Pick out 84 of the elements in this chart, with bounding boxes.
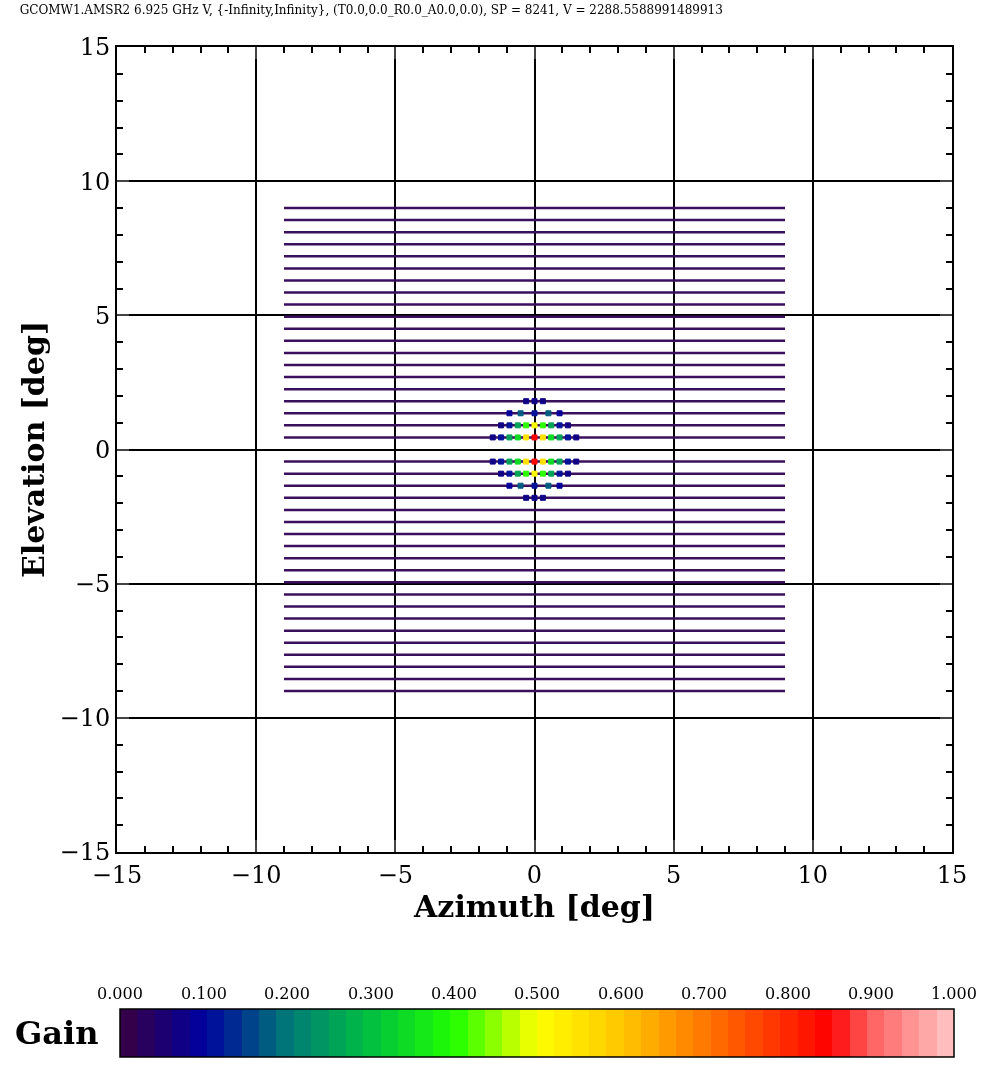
point [506,434,513,441]
x-axis-title: Azimuth [deg] [413,888,655,924]
point [498,470,505,477]
point [531,422,538,429]
color-bar-label: 0.400 [431,984,477,1003]
point [556,458,563,465]
point [539,458,546,465]
point [531,434,538,441]
point [545,482,552,489]
point [556,482,563,489]
point [514,434,521,441]
point [573,434,580,441]
point [545,410,552,417]
point [539,434,546,441]
point [489,434,496,441]
point [556,422,563,429]
y-tick-label: −5 [74,570,111,599]
point [506,482,513,489]
color-bar-label: 0.000 [97,984,143,1003]
point [539,398,546,405]
point [514,470,521,477]
point [539,470,546,477]
point [489,458,496,465]
point [564,458,571,465]
chart-title: GCOMW1.AMSR2 6.925 GHz V, {-Infinity,Infinity}, (T0.0,0.0_R0.0_A0.0,0.0), SP = 8241, V = 2288.5588991489913 [19,2,723,17]
point [523,398,530,405]
x-tick-label: 0 [526,860,543,889]
point [548,434,555,441]
point [523,470,530,477]
point [506,422,513,429]
y-tick-label: 5 [94,301,111,330]
color-bar-label: 0.600 [598,984,644,1003]
point [531,470,538,477]
point [539,422,546,429]
point [564,434,571,441]
y-axis-title: Elevation [deg] [16,320,52,579]
point [523,494,530,501]
point [556,410,563,417]
point [564,470,571,477]
x-tick-label: 10 [797,860,829,889]
color-bar-title: Gain [15,1014,99,1052]
point [548,422,555,429]
point [514,458,521,465]
point [506,458,513,465]
y-tick-label: 0 [94,435,111,464]
y-tick-label: −15 [59,838,111,867]
color-bar-label: 0.900 [848,984,894,1003]
point [517,482,524,489]
point [531,482,538,489]
point [539,494,546,501]
y-tick-label: 15 [79,33,111,62]
y-tick-label: 10 [79,167,111,196]
point [573,458,580,465]
point [548,458,555,465]
x-tick-label: −10 [230,860,282,889]
x-tick-label: 5 [666,860,682,889]
point [531,458,538,465]
point [531,410,538,417]
point [506,470,513,477]
point [523,422,530,429]
point [498,458,505,465]
point [564,422,571,429]
point [523,458,530,465]
point [517,410,524,417]
color-bar-label: 0.800 [765,984,811,1003]
point [548,470,555,477]
color-bar-label: 0.200 [264,984,310,1003]
point [556,434,563,441]
point [498,434,505,441]
point [531,398,538,405]
color-bar-label: 0.700 [681,984,727,1003]
x-tick-label: −5 [377,860,414,889]
point [506,410,513,417]
point [556,470,563,477]
x-tick-label: 15 [936,860,968,889]
point [523,434,530,441]
point [531,494,538,501]
point [498,422,505,429]
point [514,422,521,429]
color-bar-label: 0.300 [348,984,394,1003]
color-bar-label: 0.500 [514,984,560,1003]
color-bar-label: 0.100 [181,984,227,1003]
y-tick-label: −10 [59,704,111,733]
color-bar-label: 1.000 [931,984,977,1003]
